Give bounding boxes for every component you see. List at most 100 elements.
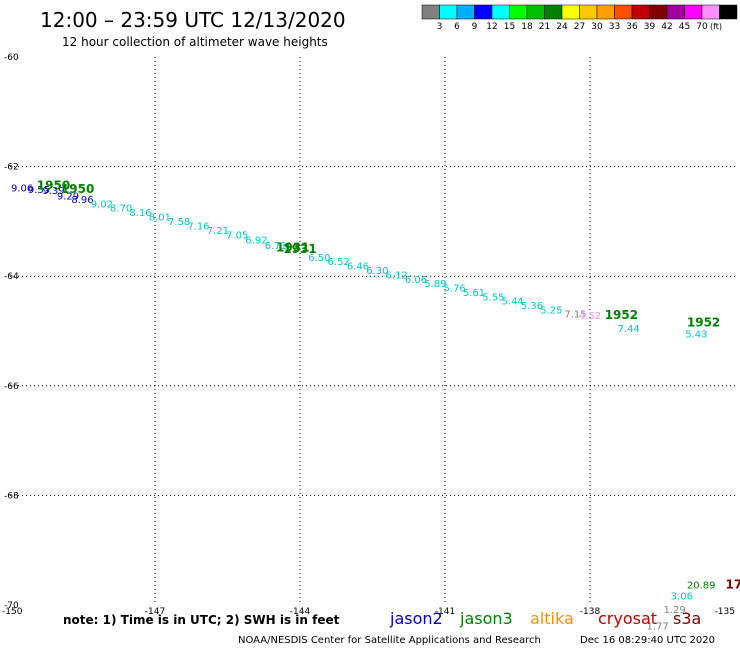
chart-grid [10, 57, 735, 605]
x-tick-label: -141 [435, 607, 455, 617]
y-tick-label: -66 [4, 382, 19, 392]
colorbar-label: 15 [504, 22, 515, 32]
wave-height-label: 5.55 [482, 292, 504, 303]
wave-height-label: 6.71 [265, 241, 287, 252]
wave-height-label: 9.39 [42, 186, 64, 197]
colorbar-label: 3 [437, 22, 443, 32]
wave-height-label: 1.77 [647, 622, 669, 633]
colorbar-swatch [631, 4, 650, 20]
wave-height-label: 7.05 [226, 230, 248, 241]
legend-item-jason2: jason2 [389, 609, 443, 628]
x-tick-label: -135 [715, 607, 735, 617]
colorbar-label: 42 [661, 22, 672, 32]
wave-height-label: 7.58 [168, 217, 190, 228]
colorbar-swatch [684, 4, 703, 20]
colorbar-label: 9 [472, 22, 478, 32]
y-tick-label: -62 [4, 163, 19, 173]
colorbar-swatch [596, 4, 615, 20]
legend-item-cryosat: cryosat [598, 609, 657, 628]
wave-height-label: 5.89 [424, 279, 446, 290]
wave-height-label: 20.89 [687, 581, 716, 592]
footer-note: note: 1) Time is in UTC; 2) SWH is in fe… [63, 613, 340, 627]
wave-height-label: 5.36 [521, 301, 543, 312]
satellite-pass-label: 1931 [283, 242, 316, 256]
legend-item-altika: altika [530, 609, 574, 628]
colorbar-label: 36 [626, 22, 638, 32]
wave-height-label: 6.50 [308, 253, 330, 264]
satellite-pass-label: 1950 [61, 182, 94, 196]
y-tick-label: -60 [4, 53, 19, 63]
wave-height-label: 6.46 [347, 262, 369, 273]
colorbar-swatch [701, 4, 720, 20]
satellite-pass-label: 1952 [605, 308, 638, 322]
colorbar-label: 70 [696, 22, 708, 32]
legend-item-jason3: jason3 [459, 609, 513, 628]
colorbar-label: 27 [574, 22, 585, 32]
wave-height-label: 9.55 [28, 185, 50, 196]
colorbar-swatch [719, 4, 738, 20]
colorbar-swatch [491, 4, 510, 20]
colorbar-unit: (ft) [710, 22, 722, 31]
x-tick-label: -147 [145, 607, 165, 617]
colorbar-swatch [509, 4, 528, 20]
colorbar-swatch [474, 4, 493, 20]
colorbar-swatch [614, 4, 633, 20]
wave-height-label: 9.29 [57, 191, 79, 202]
colorbar-swatch [561, 4, 580, 20]
wave-height-label: 9.06 [11, 183, 33, 194]
colorbar-swatch [544, 4, 563, 20]
wave-height-label: 3.06 [671, 592, 693, 603]
wave-height-label: 6.30 [366, 266, 388, 277]
wave-height-label: 7.21 [207, 226, 229, 237]
color-scale-bar: 3 6 9 12 15 18 21 24 27 30 33 36 39 42 45 70 (ft) [421, 4, 738, 32]
colorbar-label: 30 [591, 22, 603, 32]
x-tick-label: -138 [580, 607, 601, 617]
chart-subtitle: 12 hour collection of altimeter wave hei… [62, 35, 328, 49]
wave-height-label: 8.96 [71, 195, 93, 206]
colorbar-label: 6 [454, 22, 460, 32]
satellite-legend: jason2 jason3 altika cryosat s3a [389, 609, 701, 628]
wave-height-label: 7.44 [618, 324, 640, 335]
colorbar-label: 39 [644, 22, 656, 32]
colorbar-label: 12 [486, 22, 497, 32]
colorbar-swatch [666, 4, 685, 20]
footer-credit: NOAA/NESDIS Center for Satellite Applica… [238, 635, 541, 646]
colorbar-swatch [526, 4, 545, 20]
wave-height-label: 8.16 [129, 208, 151, 219]
colorbar-swatch [421, 4, 440, 20]
wave-height-label: 6.06 [405, 275, 427, 286]
colorbar-label: 24 [556, 22, 568, 32]
wave-height-label: 1.29 [663, 605, 685, 616]
chart-title: 12:00 – 23:59 UTC 12/13/2020 [40, 8, 346, 32]
colorbar-label: 33 [609, 22, 620, 32]
wave-height-label: 9.02 [91, 200, 113, 211]
legend-item-s3a: s3a [673, 609, 701, 628]
wave-height-label: 6.92 [245, 235, 267, 246]
wave-height-label: 4.52 [579, 311, 601, 322]
wave-height-label: 5.61 [463, 288, 485, 299]
wave-height-label: 8.70 [110, 204, 132, 215]
x-tick-label: -144 [290, 607, 311, 617]
satellite-pass-label: 1731 [726, 578, 740, 592]
x-tick-label: -150 [2, 607, 23, 617]
wave-height-label: 6.52 [328, 257, 350, 268]
wave-height-label: 7.15 [564, 309, 586, 320]
wave-height-label: 6.12 [386, 270, 408, 281]
colorbar-swatch [439, 4, 458, 20]
footer-timestamp: Dec 16 08:29:40 UTC 2020 [580, 635, 715, 646]
wave-height-label: 8.01 [149, 212, 171, 223]
wave-height-label: 7.16 [187, 222, 209, 233]
y-tick-label: -64 [4, 272, 19, 282]
axis-tick-labels: -60 -62 -64 -66 -68 -70-150 -147 -144 -141 -138 -1… [2, 53, 735, 617]
satellite-pass-label: 1952 [687, 316, 720, 330]
colorbar-swatch [456, 4, 475, 20]
wave-height-label: 5.25 [540, 305, 562, 316]
colorbar-label: 18 [521, 22, 533, 32]
satellite-pass-label: 1950 [37, 179, 70, 193]
colorbar-label: 21 [539, 22, 550, 32]
y-tick-label: -68 [4, 491, 19, 501]
y-tick-label: -70 [4, 601, 19, 611]
